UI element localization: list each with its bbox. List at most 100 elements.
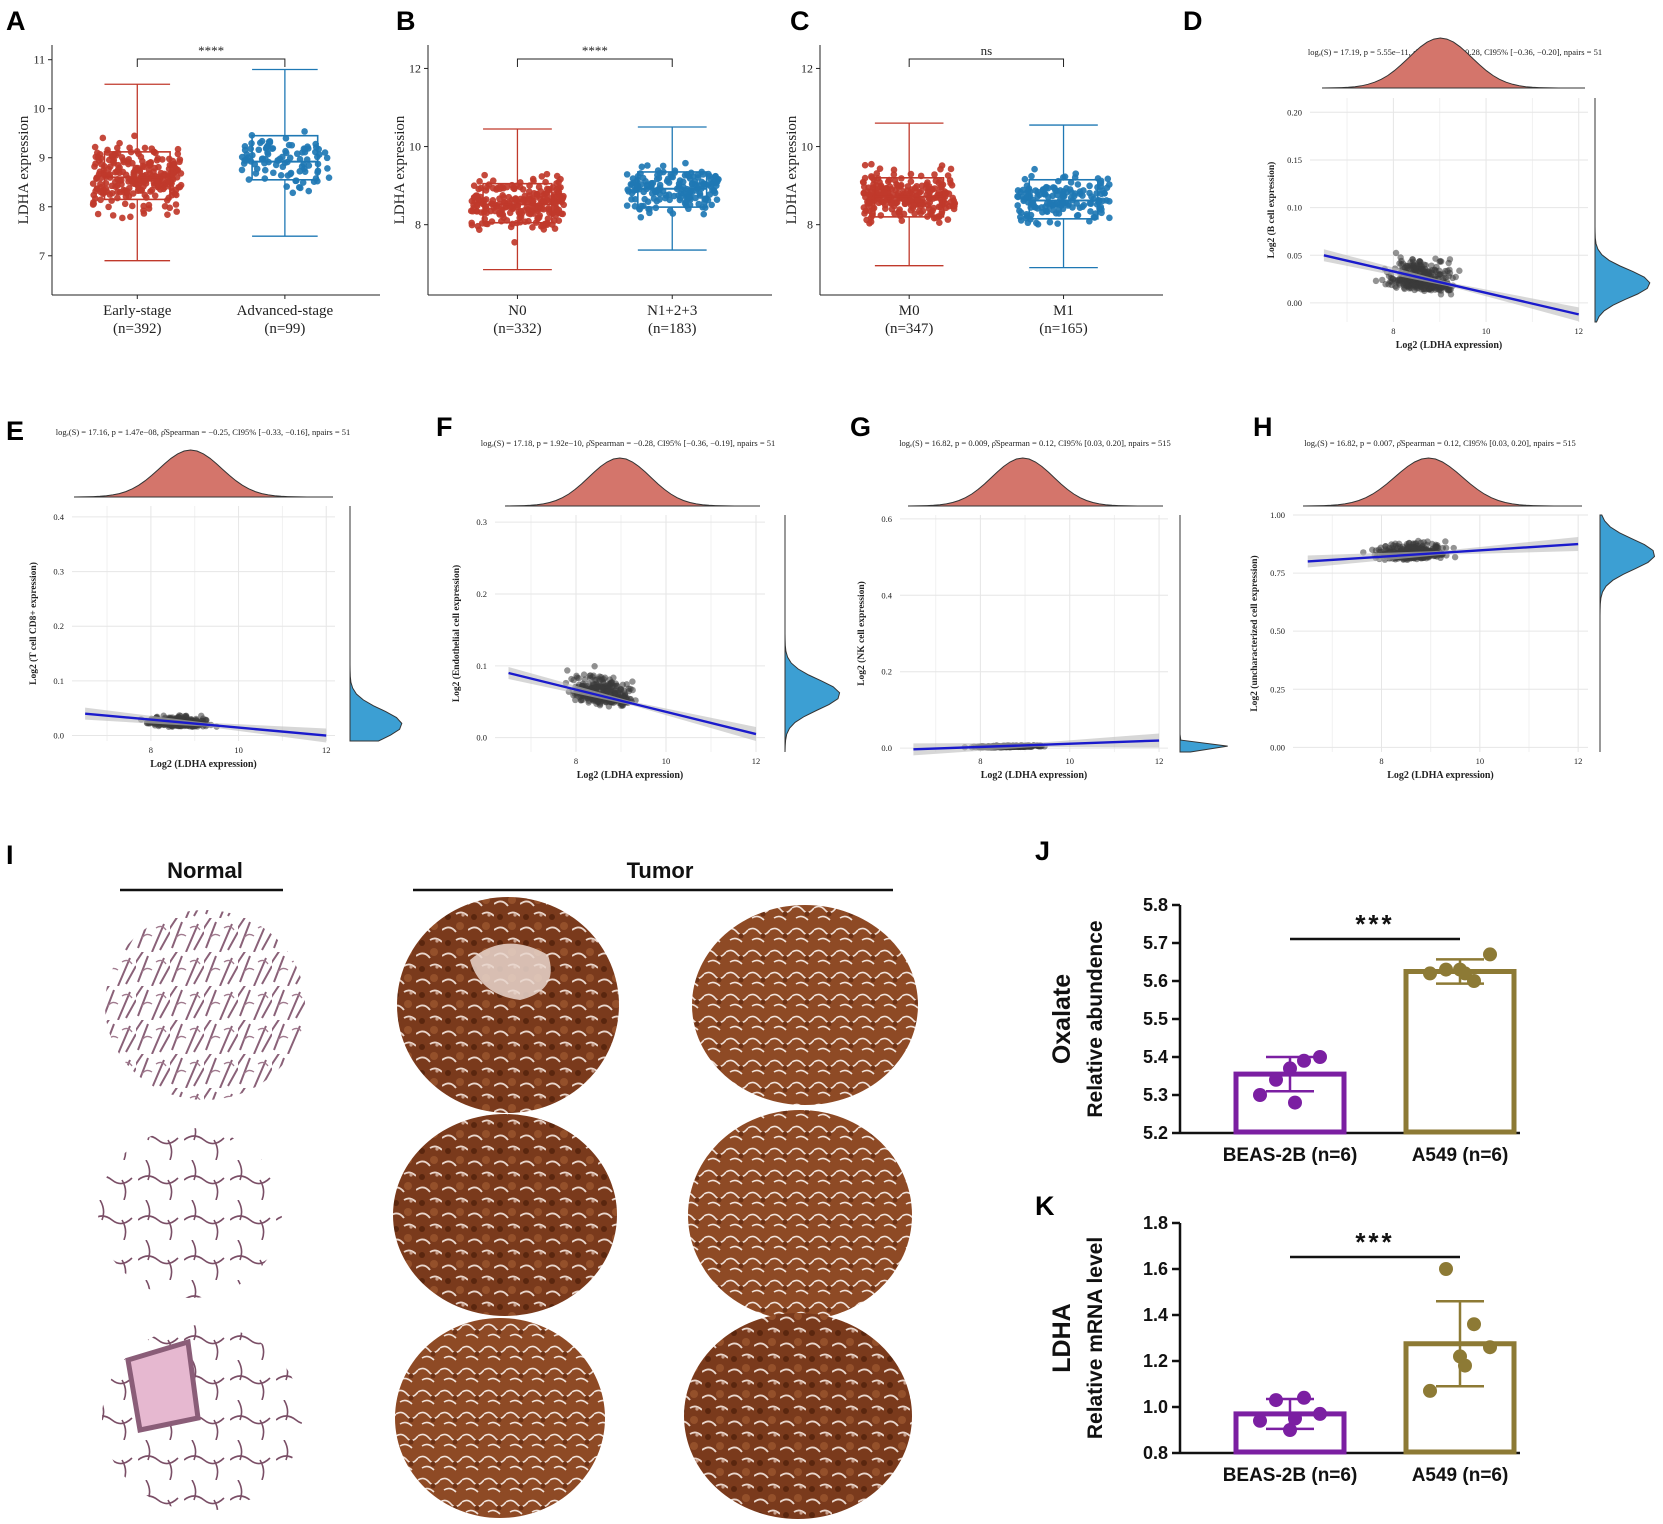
jitter-point bbox=[286, 154, 294, 162]
scatter-point bbox=[1428, 540, 1436, 548]
jitter-point bbox=[623, 171, 631, 178]
ihc-tumor-core-4 bbox=[688, 1110, 912, 1320]
jitter-point bbox=[255, 146, 263, 154]
jitter-point bbox=[891, 177, 899, 184]
box-iqr bbox=[1028, 178, 1099, 220]
jitter-point bbox=[1014, 193, 1022, 201]
jitter-point bbox=[536, 212, 544, 219]
x-category-n: (n=347) bbox=[885, 321, 933, 337]
y-tick-label: 8 bbox=[39, 200, 45, 214]
regression-line bbox=[913, 739, 1160, 751]
scatter-point bbox=[623, 681, 630, 688]
jitter-point bbox=[238, 166, 246, 174]
jitter-point bbox=[1080, 201, 1088, 209]
scatter-point bbox=[1416, 258, 1423, 265]
significance-label: ns bbox=[981, 43, 993, 58]
significance-bracket bbox=[908, 58, 1065, 67]
x-axis-title: Log2 (LDHA expression) bbox=[981, 770, 1088, 781]
jitter-point bbox=[638, 163, 646, 171]
data-point bbox=[1483, 947, 1497, 962]
jitter-point bbox=[471, 193, 478, 201]
x-category-label: M1 bbox=[1053, 303, 1074, 319]
jitter-point bbox=[1046, 218, 1054, 226]
scatter-point bbox=[1456, 267, 1463, 274]
scatter-point bbox=[1369, 546, 1376, 553]
panel-label-f: F bbox=[436, 412, 453, 442]
jitter-point bbox=[713, 196, 721, 203]
panel-label-h: H bbox=[1253, 412, 1273, 442]
jitter-point bbox=[914, 195, 921, 203]
scatter-point bbox=[1372, 277, 1380, 285]
data-point bbox=[1439, 1262, 1453, 1276]
jitter-point bbox=[1059, 200, 1067, 207]
scatter-point bbox=[575, 674, 582, 682]
jitter-point bbox=[628, 189, 636, 197]
jitter-point bbox=[134, 164, 142, 172]
y-tick-label: 1.4 bbox=[1143, 1305, 1168, 1325]
significance-bracket bbox=[136, 58, 286, 67]
ihc-panel: Normal Tumor bbox=[98, 858, 918, 1519]
bar bbox=[1403, 969, 1517, 1135]
jitter-point bbox=[506, 209, 514, 217]
stat-annotation: logₑ(S) = 17.18, p = 1.92e−10, ρ̂Spearma… bbox=[481, 438, 776, 448]
jitter-point bbox=[643, 181, 651, 189]
y-axis-title: Log2 (B cell expression) bbox=[1266, 162, 1277, 259]
ihc-tumor-core-1-lumen bbox=[470, 943, 551, 1000]
jitter-point bbox=[1073, 212, 1081, 220]
jitter-point bbox=[176, 156, 184, 163]
jitter-point bbox=[511, 196, 518, 203]
y-tick-label: 1.00 bbox=[1270, 510, 1285, 520]
jitter-point bbox=[1019, 186, 1027, 194]
y-tick-label: 0.6 bbox=[881, 514, 892, 524]
y-tick-label: 0.15 bbox=[1287, 155, 1302, 165]
jitter-point bbox=[125, 160, 132, 168]
jitter-point bbox=[503, 183, 511, 191]
jitter-point bbox=[145, 205, 153, 212]
jitter-point bbox=[261, 166, 269, 174]
scatter-point bbox=[1431, 273, 1439, 280]
marginal-density-x bbox=[907, 457, 1163, 507]
scatter-plot-e: logₑ(S) = 17.16, p = 1.47e−08, ρ̂Spearma… bbox=[28, 427, 403, 770]
x-category-label: Early-stage bbox=[103, 303, 172, 319]
jitter-point bbox=[282, 135, 290, 142]
jitter-point bbox=[1106, 214, 1113, 222]
ihc-normal-core-1 bbox=[105, 910, 305, 1100]
jitter-point bbox=[476, 178, 483, 185]
box-iqr bbox=[251, 134, 319, 181]
jitter-point bbox=[312, 144, 320, 151]
jitter-point bbox=[1097, 177, 1105, 185]
marginal-density-x bbox=[504, 457, 760, 507]
jitter-point bbox=[264, 142, 271, 150]
jitter-point bbox=[258, 137, 266, 145]
jitter-point bbox=[1049, 192, 1056, 200]
jitter-point bbox=[482, 196, 490, 203]
jitter-point bbox=[1016, 207, 1023, 215]
data-point bbox=[1313, 1050, 1327, 1064]
x-category-label: BEAS-2B (n=6) bbox=[1223, 1465, 1358, 1486]
jitter-point bbox=[553, 172, 561, 180]
jitter-point bbox=[546, 209, 553, 216]
y-tick-label: 0.00 bbox=[1270, 742, 1285, 752]
jitter-point bbox=[677, 194, 684, 202]
jitter-point bbox=[127, 177, 135, 185]
panel-label-k: K bbox=[1035, 1191, 1055, 1221]
jitter-point bbox=[509, 184, 517, 192]
y-tick-label: 0.05 bbox=[1287, 250, 1302, 260]
y-tick-label: 1.6 bbox=[1143, 1259, 1168, 1279]
y-tick-label: 0.75 bbox=[1270, 568, 1285, 578]
jitter-point bbox=[662, 192, 670, 199]
jitter-point bbox=[100, 166, 107, 174]
jitter-point bbox=[305, 187, 313, 195]
scatter-point bbox=[1395, 540, 1403, 548]
x-tick-label: 10 bbox=[234, 745, 243, 755]
scatter-point bbox=[1415, 281, 1423, 289]
jitter-point bbox=[873, 170, 881, 177]
y-tick-label: 5.7 bbox=[1143, 933, 1168, 953]
jitter-point bbox=[96, 151, 104, 158]
jitter-point bbox=[152, 149, 159, 157]
jitter-point bbox=[282, 149, 290, 157]
jitter-point bbox=[1030, 201, 1037, 208]
jitter-point bbox=[505, 193, 513, 201]
jitter-point bbox=[553, 186, 560, 193]
y-tick-label: 10 bbox=[33, 102, 45, 116]
